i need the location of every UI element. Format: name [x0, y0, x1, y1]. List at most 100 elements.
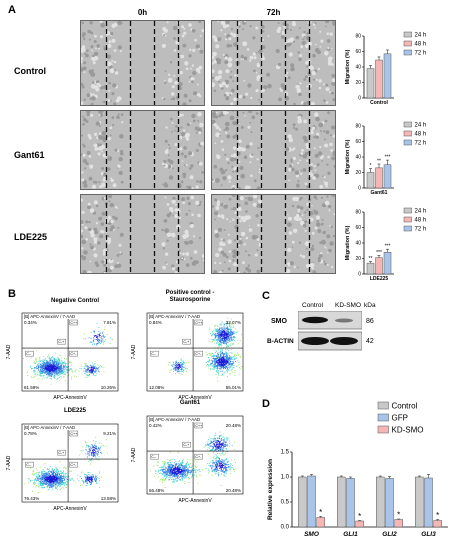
- event-dot: [94, 478, 95, 480]
- event-dot: [53, 471, 54, 473]
- cell-speck: [305, 142, 309, 147]
- event-dot: [59, 363, 61, 365]
- event-dot: [46, 377, 48, 378]
- event-dot: [93, 368, 95, 369]
- event-dot: [225, 333, 227, 335]
- legend-swatch: [403, 216, 412, 223]
- cell-speck: [255, 26, 259, 30]
- cell-speck: [315, 222, 321, 227]
- cell-speck: [216, 200, 220, 204]
- event-dot: [75, 369, 77, 370]
- event-dot: [91, 477, 93, 479]
- event-dot: [112, 339, 113, 341]
- event-dot: [223, 333, 224, 335]
- event-dot: [49, 378, 51, 379]
- event-dot: [184, 362, 185, 364]
- event-dot: [209, 353, 211, 355]
- event-dot: [214, 338, 216, 339]
- event-dot: [88, 451, 90, 452]
- event-dot: [227, 326, 229, 327]
- event-dot: [41, 373, 43, 375]
- gate-label-box: [69, 461, 78, 468]
- event-dot: [33, 370, 34, 372]
- event-dot: [99, 472, 100, 474]
- cell-speck: [201, 171, 204, 174]
- event-dot: [219, 334, 220, 336]
- event-dot: [69, 470, 71, 471]
- event-dot: [39, 362, 40, 364]
- quadrant-ll-percent: 81.59%: [24, 385, 39, 390]
- cell-speck: [237, 206, 242, 212]
- event-dot: [221, 357, 223, 358]
- event-dot: [58, 376, 60, 378]
- event-dot: [42, 366, 43, 368]
- event-dot: [33, 469, 35, 471]
- cell-speck: [317, 151, 323, 156]
- cell-speck: [220, 140, 224, 143]
- event-dot: [59, 355, 61, 357]
- event-dot: [63, 371, 65, 373]
- event-dot: [93, 337, 94, 339]
- event-dot: [227, 336, 229, 337]
- event-dot: [38, 475, 40, 476]
- event-dot: [39, 478, 40, 480]
- event-dot: [44, 483, 46, 485]
- event-dot: [177, 369, 179, 371]
- cell-speck: [110, 178, 114, 183]
- event-dot: [169, 371, 171, 373]
- event-dot: [101, 333, 103, 334]
- cell-speck: [242, 261, 245, 265]
- event-dot: [221, 327, 223, 329]
- event-dot: [86, 480, 88, 482]
- event-dot: [40, 370, 42, 371]
- cell-speck: [332, 134, 335, 138]
- event-dot: [229, 354, 230, 356]
- event-dot: [101, 443, 103, 445]
- cell-speck: [332, 153, 335, 157]
- event-dot: [51, 487, 53, 488]
- event-dot: [223, 355, 225, 357]
- cell-speck: [164, 139, 168, 143]
- event-dot: [47, 361, 49, 363]
- event-dot: [28, 478, 30, 479]
- bar: [366, 262, 375, 275]
- event-dot: [221, 339, 223, 341]
- event-dot: [45, 366, 47, 368]
- event-dot: [98, 327, 100, 328]
- event-dot: [169, 369, 171, 371]
- event-dot: [54, 477, 56, 479]
- event-dot: [41, 367, 43, 369]
- event-dot: [229, 328, 231, 330]
- cell-speck: [220, 250, 225, 255]
- event-dot: [219, 337, 221, 339]
- event-dot: [47, 360, 48, 362]
- cell-speck: [328, 204, 332, 208]
- legend-label: 48 h: [415, 42, 427, 48]
- event-dot: [41, 482, 43, 484]
- cell-speck: [264, 85, 267, 88]
- event-dot: [231, 318, 232, 320]
- event-dot: [86, 365, 88, 367]
- event-dot: [216, 360, 217, 362]
- cell-speck: [84, 52, 87, 55]
- cell-speck: [297, 210, 300, 213]
- event-dot: [231, 349, 232, 351]
- event-dot: [45, 368, 47, 370]
- event-dot: [46, 370, 48, 372]
- event-dot: [225, 333, 227, 334]
- event-dot: [181, 369, 183, 371]
- cell-speck: [258, 49, 263, 54]
- cell-speck: [81, 60, 83, 64]
- cell-speck: [218, 128, 222, 131]
- event-dot: [63, 372, 65, 374]
- event-dot: [220, 333, 222, 335]
- cell-speck: [180, 152, 184, 156]
- cell-speck: [171, 267, 176, 271]
- cell-speck: [325, 101, 329, 104]
- event-dot: [50, 478, 52, 480]
- event-dot: [238, 353, 240, 355]
- event-dot: [235, 361, 236, 362]
- event-dot: [214, 355, 215, 356]
- event-dot: [239, 368, 241, 370]
- cell-speck: [276, 29, 281, 33]
